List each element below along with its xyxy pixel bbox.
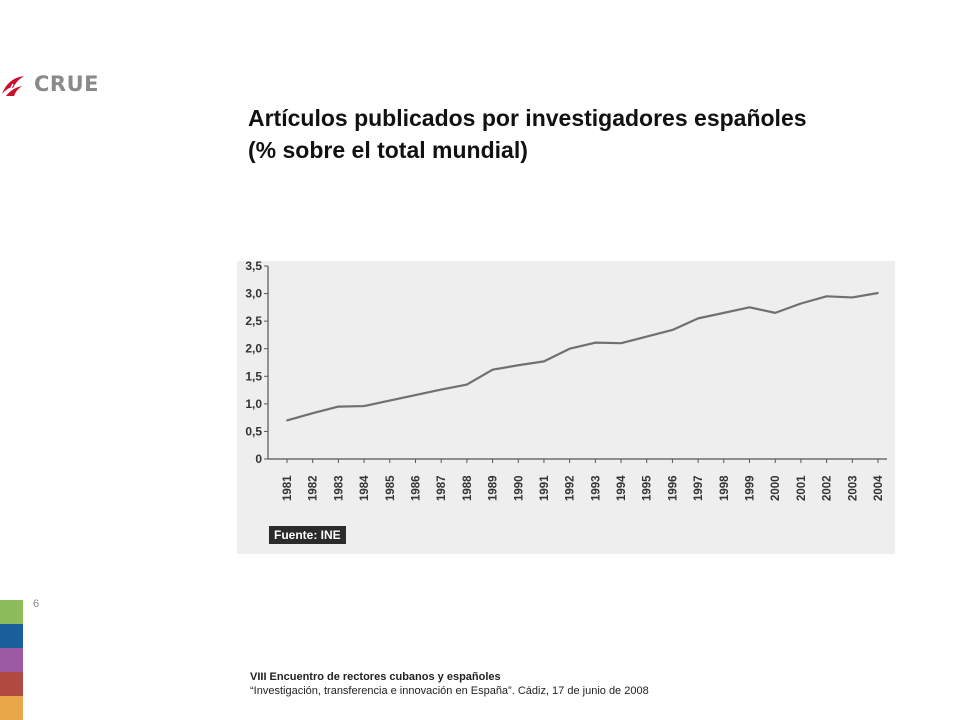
x-tick-label: 1988 bbox=[462, 475, 474, 501]
x-tick-label: 1999 bbox=[745, 475, 757, 501]
y-tick-label: 2,0 bbox=[245, 342, 262, 356]
slide-title: Artículos publicados por investigadores … bbox=[248, 102, 928, 166]
y-tick-label: 0,5 bbox=[245, 424, 262, 438]
x-tick-label: 1981 bbox=[282, 475, 294, 501]
x-tick-label: 1991 bbox=[539, 475, 551, 501]
x-tick-label: 1998 bbox=[719, 475, 731, 501]
series-line bbox=[286, 291, 879, 422]
data-point bbox=[363, 405, 365, 407]
data-point bbox=[543, 360, 545, 363]
x-tick-label: 1982 bbox=[308, 475, 320, 501]
x-tick-label: 1983 bbox=[333, 475, 345, 501]
x-tick-label: 1993 bbox=[590, 475, 602, 501]
color-bar-segment bbox=[0, 648, 23, 672]
page-number: 6 bbox=[33, 598, 40, 610]
x-tick-label: 1990 bbox=[513, 475, 525, 501]
data-point bbox=[414, 394, 417, 396]
x-tick-label: 1987 bbox=[436, 475, 448, 501]
footer: VIII Encuentro de rectores cubanos y esp… bbox=[250, 670, 649, 698]
data-point bbox=[800, 302, 802, 305]
x-tick-label: 1992 bbox=[565, 475, 577, 501]
x-tick-label: 1995 bbox=[642, 475, 654, 501]
data-point bbox=[491, 368, 494, 371]
data-point bbox=[594, 341, 597, 344]
x-tick-label: 2003 bbox=[847, 475, 859, 501]
y-tick-label: 1,0 bbox=[245, 397, 262, 411]
chart-panel: 0 0,5 1,0 1,5 2,0 2,5 3,0 3,5 1981 1982 1983 1984 19… bbox=[237, 261, 895, 554]
crue-wing-icon bbox=[2, 76, 24, 96]
data-point bbox=[568, 347, 571, 350]
data-point bbox=[645, 335, 648, 338]
x-tick-label: 1989 bbox=[488, 475, 500, 501]
data-point bbox=[388, 399, 391, 402]
x-tick-label: 1996 bbox=[667, 475, 679, 501]
x-tick-label: 1984 bbox=[359, 475, 371, 501]
data-point bbox=[286, 419, 288, 422]
x-tick-label: 1985 bbox=[385, 475, 397, 501]
data-point bbox=[851, 296, 854, 299]
data-point bbox=[748, 306, 751, 309]
y-tick-label: 1,5 bbox=[245, 369, 262, 383]
x-tick-label: 2000 bbox=[770, 475, 782, 501]
data-point bbox=[620, 342, 622, 345]
x-tick-label: 2001 bbox=[796, 475, 808, 501]
source-label: Fuente: INE bbox=[269, 526, 346, 544]
y-tick-label: 3,0 bbox=[245, 287, 262, 301]
data-point bbox=[337, 405, 340, 408]
data-point bbox=[517, 364, 520, 367]
line-chart: 0 0,5 1,0 1,5 2,0 2,5 3,0 3,5 1981 1982 1983 1984 19… bbox=[245, 261, 887, 501]
color-bar-segment bbox=[0, 696, 23, 720]
color-bar-segment bbox=[0, 600, 23, 624]
footer-event: VIII Encuentro de rectores cubanos y esp… bbox=[250, 671, 501, 683]
data-point bbox=[825, 295, 828, 298]
color-bar-segment bbox=[0, 672, 23, 696]
data-point bbox=[774, 311, 777, 314]
y-tick-label: 3,5 bbox=[245, 261, 262, 273]
x-tick-label: 2002 bbox=[822, 475, 834, 501]
data-point bbox=[877, 292, 879, 294]
x-tick-label: 1997 bbox=[693, 475, 705, 501]
data-point bbox=[722, 311, 725, 314]
data-point bbox=[440, 388, 443, 391]
slide-title-line2: (% sobre el total mundial) bbox=[248, 137, 528, 163]
color-bar bbox=[0, 600, 23, 720]
data-point bbox=[465, 383, 468, 386]
data-point bbox=[671, 329, 674, 331]
slide-title-line1: Artículos publicados por investigadores … bbox=[248, 105, 807, 131]
x-tick-label: 1994 bbox=[616, 475, 628, 501]
color-bar-segment bbox=[0, 624, 23, 648]
x-tick-label: 2004 bbox=[873, 475, 885, 501]
y-tick-label: 0 bbox=[255, 452, 262, 466]
logo-text: CRUE bbox=[34, 72, 99, 96]
y-tick-label: 2,5 bbox=[245, 314, 262, 328]
data-point bbox=[311, 412, 314, 415]
x-tick-label: 1986 bbox=[410, 475, 422, 501]
data-point bbox=[697, 317, 700, 320]
crue-logo: CRUE bbox=[0, 70, 110, 100]
footer-subtitle: “Investigación, transferencia e innovaci… bbox=[250, 685, 649, 697]
